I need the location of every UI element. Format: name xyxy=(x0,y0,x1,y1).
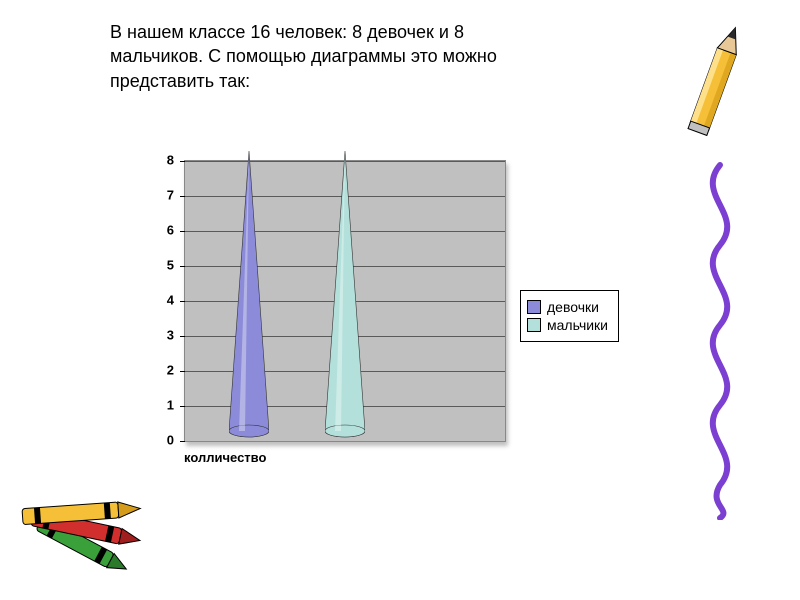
x-axis-label: колличество xyxy=(184,450,266,465)
y-tick-mark xyxy=(180,406,185,407)
legend-row-boys: мальчики xyxy=(527,317,608,333)
y-tick-mark xyxy=(180,161,185,162)
y-tick-label: 8 xyxy=(150,153,174,168)
y-tick-mark xyxy=(180,196,185,197)
plot-area xyxy=(184,160,506,442)
y-tick-mark xyxy=(180,231,185,232)
description-text: В нашем классе 16 человек: 8 девочек и 8… xyxy=(110,20,530,93)
y-tick-label: 2 xyxy=(150,363,174,378)
y-tick-label: 6 xyxy=(150,223,174,238)
legend-label: девочки xyxy=(547,299,599,315)
pencil-top-right-icon xyxy=(670,0,770,140)
y-tick-label: 5 xyxy=(150,258,174,273)
legend: девочки мальчики xyxy=(520,290,619,342)
y-tick-label: 3 xyxy=(150,328,174,343)
cone-girls xyxy=(229,151,269,441)
y-tick-label: 0 xyxy=(150,433,174,448)
y-tick-mark xyxy=(180,301,185,302)
y-tick-mark xyxy=(180,266,185,267)
y-tick-mark xyxy=(180,336,185,337)
y-tick-label: 1 xyxy=(150,398,174,413)
squiggle-right-icon xyxy=(690,160,750,520)
y-tick-mark xyxy=(180,371,185,372)
legend-swatch xyxy=(527,318,541,332)
y-tick-mark xyxy=(180,441,185,442)
y-axis: 012345678 xyxy=(150,160,180,440)
y-tick-label: 7 xyxy=(150,188,174,203)
legend-swatch xyxy=(527,300,541,314)
y-tick-label: 4 xyxy=(150,293,174,308)
cone-boys xyxy=(325,151,365,441)
crayons-bottom-left-icon xyxy=(10,480,170,590)
legend-label: мальчики xyxy=(547,317,608,333)
legend-row-girls: девочки xyxy=(527,299,608,315)
